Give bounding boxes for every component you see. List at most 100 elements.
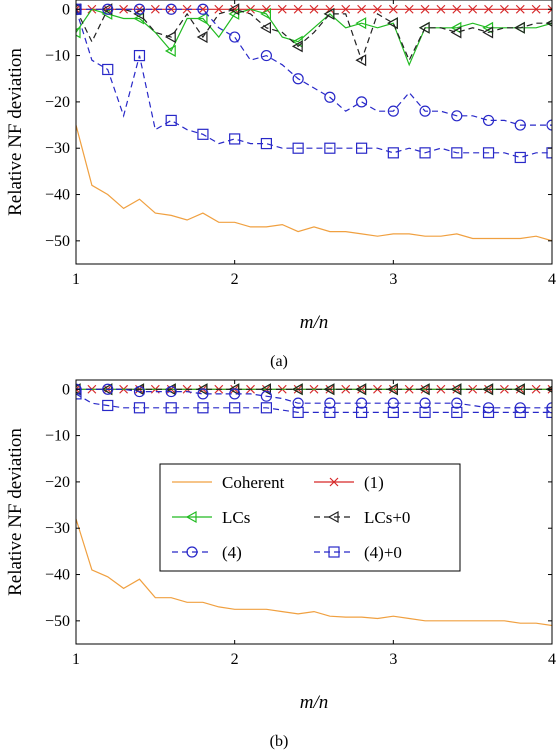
data-point-eq4_0: [197, 128, 209, 140]
series-eq4_0: [76, 388, 552, 419]
legend-label: (4): [222, 543, 242, 562]
x-tick-label: 4: [548, 651, 556, 668]
y-tick-label: −40: [45, 567, 70, 584]
x-tick-label: 2: [231, 651, 239, 668]
data-point-eq4_0: [451, 406, 463, 419]
y-tick-label: −50: [45, 613, 70, 630]
data-point-lcs0: [196, 31, 208, 44]
data-point-eq1: [277, 4, 287, 14]
data-point-eq4: [514, 119, 526, 131]
legend-marker: [328, 546, 340, 558]
data-point-eq4: [324, 91, 336, 103]
data-point-eq4: [133, 3, 146, 15]
data-point-eq4: [324, 397, 336, 409]
legend: Coherent (1) LCs LCs+0 (4) (4)+0: [159, 463, 461, 572]
legend-entry-lcs0: LCs+0: [314, 508, 410, 527]
series-line-eq4: [76, 8, 552, 126]
panel-b: 1 2 3 4 0 −10 −20 −30 −40 −50 Relative NF deviati…: [5, 379, 556, 750]
series-line-eq4_0: [76, 393, 552, 413]
data-point-eq4_0: [514, 151, 526, 164]
data-point-eq4: [356, 96, 368, 108]
y-tick-label: 0: [62, 381, 70, 398]
data-point-eq4: [419, 105, 431, 117]
data-point-eq4: [229, 388, 241, 400]
data-point-lcs: [355, 17, 367, 30]
data-point-lcs0: [387, 17, 398, 30]
data-point-eq4_0: [260, 402, 272, 414]
plot-frame-b: [75, 379, 553, 645]
data-point-lcs: [196, 12, 208, 25]
data-point-eq4_0: [356, 142, 368, 154]
data-point-lcs0: [164, 31, 176, 44]
y-tick-label: 0: [62, 1, 70, 18]
data-point-eq4: [102, 3, 114, 15]
data-point-lcs0: [260, 21, 271, 34]
data-point-eq4: [482, 114, 495, 127]
data-point-eq4_0: [292, 142, 304, 154]
x-tick-label: 3: [389, 271, 397, 288]
data-point-lcs0: [355, 383, 367, 396]
y-tick-label: −10: [45, 48, 70, 65]
data-point-eq4_0: [482, 406, 495, 419]
legend-entry-coherent: Coherent: [172, 473, 285, 492]
data-point-eq4_0: [419, 147, 431, 159]
series-line-eq4: [76, 388, 552, 409]
data-point-eq1: [214, 4, 224, 14]
data-point-eq1: [515, 4, 525, 14]
series-line-coherent: [76, 124, 552, 242]
axes-b: 1 2 3 4 0 −10 −20 −30 −40 −50: [45, 380, 556, 668]
series-line-lcs0: [76, 8, 552, 63]
data-point-eq4: [546, 119, 552, 131]
data-point-eq4_0: [292, 406, 304, 419]
data-point-eq4: [229, 31, 241, 43]
data-point-eq4_0: [356, 406, 368, 419]
data-point-eq4: [197, 388, 209, 400]
data-point-lcs: [260, 7, 271, 20]
legend-marker: [329, 477, 339, 487]
data-point-eq4_0: [514, 406, 526, 419]
data-point-eq1: [547, 384, 552, 394]
data-point-eq4_0: [133, 402, 146, 414]
data-point-eq1: [388, 4, 398, 14]
y-tick-label: −30: [45, 520, 70, 537]
series-lcs0: [76, 3, 552, 67]
data-point-eq4_0: [102, 63, 114, 76]
data-point-eq4: [260, 49, 272, 62]
data-point-eq4: [292, 397, 304, 409]
legend-label: (4)+0: [364, 543, 402, 562]
legend-label: LCs+0: [364, 508, 410, 527]
data-point-lcs: [164, 44, 176, 57]
legend-entry-eq1: (1): [314, 473, 384, 492]
data-point-lcs0: [228, 3, 240, 16]
x-tick-label: 3: [389, 651, 397, 668]
data-point-eq1: [468, 4, 478, 14]
data-point-eq4: [451, 110, 463, 122]
data-point-eq4_0: [482, 147, 495, 159]
data-point-eq4_0: [324, 142, 336, 154]
data-point-eq4_0: [165, 402, 177, 414]
data-point-lcs0: [482, 26, 494, 39]
x-axis-label-b: m/n: [300, 692, 329, 713]
data-point-lcs: [76, 26, 81, 39]
data-point-lcs0: [133, 7, 145, 20]
y-tick-label: −20: [45, 474, 70, 491]
data-point-eq4_0: [260, 137, 272, 150]
data-point-eq4_0: [102, 399, 114, 412]
x-tick-label: 2: [231, 271, 239, 288]
data-point-eq1: [373, 4, 382, 14]
legend-label: Coherent: [222, 473, 285, 492]
data-point-lcs0: [418, 383, 430, 396]
data-point-eq1: [293, 4, 303, 14]
data-point-eq4_0: [546, 406, 552, 419]
data-point-eq4: [419, 397, 431, 409]
data-point-eq4_0: [229, 133, 241, 145]
series-line-lcs: [76, 8, 552, 67]
data-point-eq4: [292, 73, 304, 85]
data-point-lcs0: [323, 383, 335, 396]
data-point-eq4_0: [387, 406, 399, 419]
data-point-lcs0: [514, 21, 525, 34]
data-point-eq4_0: [451, 147, 463, 159]
legend-entry-eq4: (4): [172, 543, 242, 562]
series-eq4_0: [76, 3, 552, 164]
